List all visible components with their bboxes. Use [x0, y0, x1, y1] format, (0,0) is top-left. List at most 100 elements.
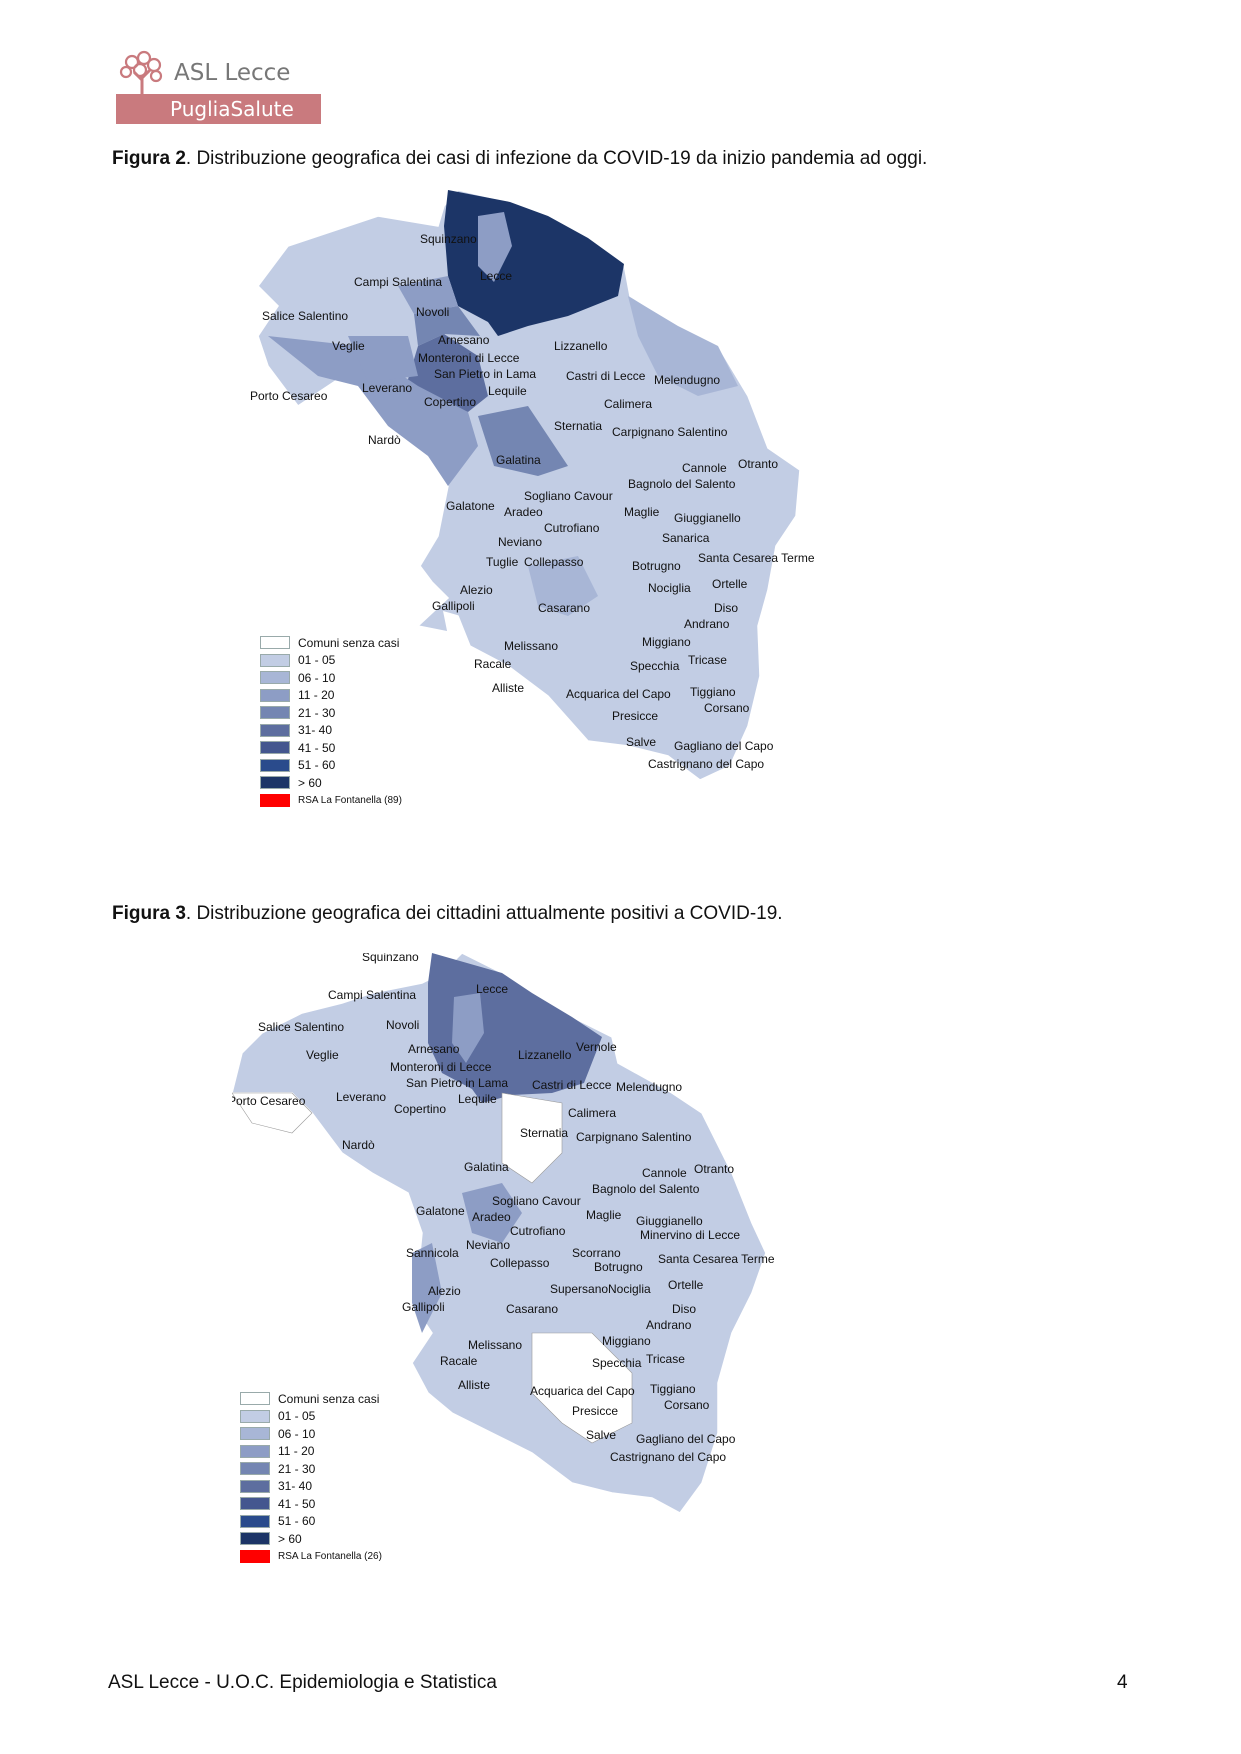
- region-nociglia-white: [501, 1092, 563, 1184]
- place-label: Squinzano: [362, 953, 419, 964]
- place-label: Corsano: [664, 1398, 710, 1412]
- place-label: Arnesano: [408, 1042, 460, 1056]
- place-label: Leverano: [362, 381, 412, 395]
- place-label: Lequile: [458, 1092, 497, 1106]
- place-label: Monteroni di Lecce: [418, 351, 520, 365]
- legend-swatch: [240, 1462, 270, 1476]
- place-label: Galatone: [416, 1204, 465, 1218]
- legend-label: Comuni senza casi: [298, 635, 400, 650]
- legend-label: 21 - 30: [278, 1461, 316, 1476]
- tree-logo-icon: [119, 50, 163, 94]
- region-monteroni: [414, 306, 480, 346]
- figure-2-label: Figura 2: [112, 148, 186, 169]
- region-lecce: [428, 953, 602, 1103]
- place-label: Calimera: [604, 397, 652, 411]
- figure-2-legend: Comuni senza casi 01 - 05 06 - 10 11 - 20 21…: [260, 634, 402, 809]
- place-label: Castrignano del Capo: [648, 757, 764, 771]
- place-label: Campi Salentina: [328, 988, 416, 1002]
- place-label: Supersano: [550, 1282, 608, 1296]
- legend-row: 11 - 20: [240, 1443, 382, 1461]
- region-arnesano: [398, 276, 458, 314]
- legend-swatch: [240, 1444, 270, 1458]
- place-label: Presicce: [572, 1404, 618, 1418]
- footer-text: ASL Lecce - U.O.C. Epidemiologia e Stati…: [108, 1672, 497, 1693]
- place-label: Salice Salentino: [258, 1020, 344, 1034]
- place-label: San Pietro in Lama: [434, 367, 536, 381]
- place-label: Arnesano: [438, 333, 490, 347]
- place-label: Tiggiano: [650, 1382, 696, 1396]
- place-label: Cannole: [682, 461, 727, 475]
- place-label: Veglie: [332, 339, 365, 353]
- place-label: Diso: [672, 1302, 696, 1316]
- place-label: Racale: [474, 657, 512, 671]
- region-casarano: [528, 556, 598, 616]
- region-leverano: [348, 336, 418, 382]
- place-label: Otranto: [738, 457, 778, 471]
- place-label: Alliste: [492, 681, 524, 695]
- legend-label: 41 - 50: [298, 740, 336, 755]
- legend-label: Comuni senza casi: [278, 1391, 380, 1406]
- place-label: Copertino: [424, 395, 476, 409]
- place-label: Galatina: [496, 453, 541, 467]
- figure-3-place-labels: Squinzano Campi Salentina Lecce Salice Sale…: [232, 953, 775, 1464]
- place-label: Neviano: [466, 1238, 510, 1252]
- place-label: Campi Salentina: [354, 275, 442, 289]
- place-label: Maglie: [624, 505, 660, 519]
- legend-swatch: [240, 1479, 270, 1493]
- legend-swatch: [260, 636, 290, 650]
- place-label: Specchia: [592, 1356, 642, 1370]
- legend-row: 01 - 05: [260, 652, 402, 670]
- place-label: Tuglie: [486, 555, 519, 569]
- place-label: Sogliano Cavour: [524, 489, 613, 503]
- place-label: Copertino: [394, 1102, 446, 1116]
- place-label: Andrano: [684, 617, 730, 631]
- legend-swatch: [260, 758, 290, 772]
- place-label: Squinzano: [420, 232, 477, 246]
- logo-subtitle: PugliaSalute: [170, 97, 294, 121]
- place-label: Bagnolo del Salento: [628, 477, 736, 491]
- figure-2-caption: Figura 2. Distribuzione geografica dei c…: [112, 148, 927, 170]
- place-label: Leverano: [336, 1090, 386, 1104]
- legend-label: 51 - 60: [278, 1514, 316, 1529]
- region-galatina: [478, 406, 568, 476]
- place-label: Casarano: [538, 601, 590, 615]
- region-gallipoli: [412, 1243, 442, 1333]
- legend-swatch: [240, 1514, 270, 1528]
- place-label: Lizzanello: [554, 339, 608, 353]
- legend-swatch: [260, 723, 290, 737]
- legend-label: 11 - 20: [278, 1444, 315, 1459]
- figure-2-map: Squinzano Campi Salentina Lecce Salice Sale…: [248, 186, 908, 866]
- place-label: Nociglia: [648, 581, 691, 595]
- figure-2-map-svg: Squinzano Campi Salentina Lecce Salice Sale…: [250, 189, 815, 781]
- place-label: Ortelle: [712, 577, 748, 591]
- legend-label: 31- 40: [298, 723, 333, 738]
- place-label: Nardò: [342, 1138, 375, 1152]
- place-label: Collepasso: [490, 1256, 550, 1270]
- legend-row: RSA La Fontanella (89): [260, 792, 402, 810]
- place-label: Galatone: [446, 499, 495, 513]
- place-label: Aradeo: [504, 505, 543, 519]
- place-label: Salice Salentino: [262, 309, 348, 323]
- legend-row: 06 - 10: [240, 1425, 382, 1443]
- legend-swatch: [260, 706, 290, 720]
- legend-swatch: [240, 1532, 270, 1546]
- place-label: Otranto: [694, 1162, 734, 1176]
- legend-swatch: [260, 793, 290, 807]
- legend-swatch: [240, 1497, 270, 1511]
- figure-3-label: Figura 3: [112, 903, 186, 924]
- place-label: Giuggianello: [636, 1214, 703, 1228]
- place-label: Castri di Lecce: [566, 369, 646, 383]
- place-label: Diso: [714, 601, 738, 615]
- figure-2-caption-text: . Distribuzione geografica dei casi di i…: [185, 148, 928, 169]
- legend-swatch: [260, 776, 290, 790]
- legend-label: 06 - 10: [298, 670, 336, 685]
- place-label: Racale: [440, 1354, 478, 1368]
- legend-swatch: [240, 1427, 270, 1441]
- legend-swatch: [260, 688, 290, 702]
- region-galatina: [462, 1183, 522, 1243]
- place-label: Botrugno: [594, 1260, 643, 1274]
- legend-label: 31- 40: [278, 1479, 313, 1494]
- place-label: Melendugno: [654, 373, 720, 387]
- place-label: Porto Cesareo: [232, 1094, 306, 1108]
- place-label: Santa Cesarea Terme: [658, 1252, 775, 1266]
